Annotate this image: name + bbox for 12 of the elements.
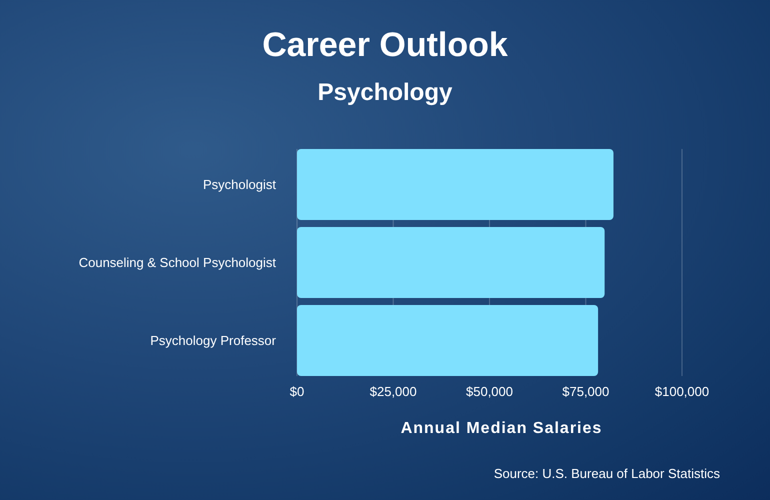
x-tick-label: $50,000 [466,384,513,399]
x-tick-label: $100,000 [654,384,710,399]
y-tick-label: Counseling & School Psychologist [78,255,276,270]
x-tick-label: $0 [290,384,304,399]
x-tick-label: $25,000 [370,384,417,399]
source-note: Source: U.S. Bureau of Labor Statistics [494,466,720,481]
x-axis-title: Annual Median Salaries [400,420,602,437]
y-tick-label: Psychologist [203,177,276,192]
y-tick-label: Psychology Professor [150,333,277,348]
chart-subtitle: Psychology [318,79,453,106]
chart-title: Career Outlook [262,26,508,64]
x-tick-label: $75,000 [562,384,610,399]
